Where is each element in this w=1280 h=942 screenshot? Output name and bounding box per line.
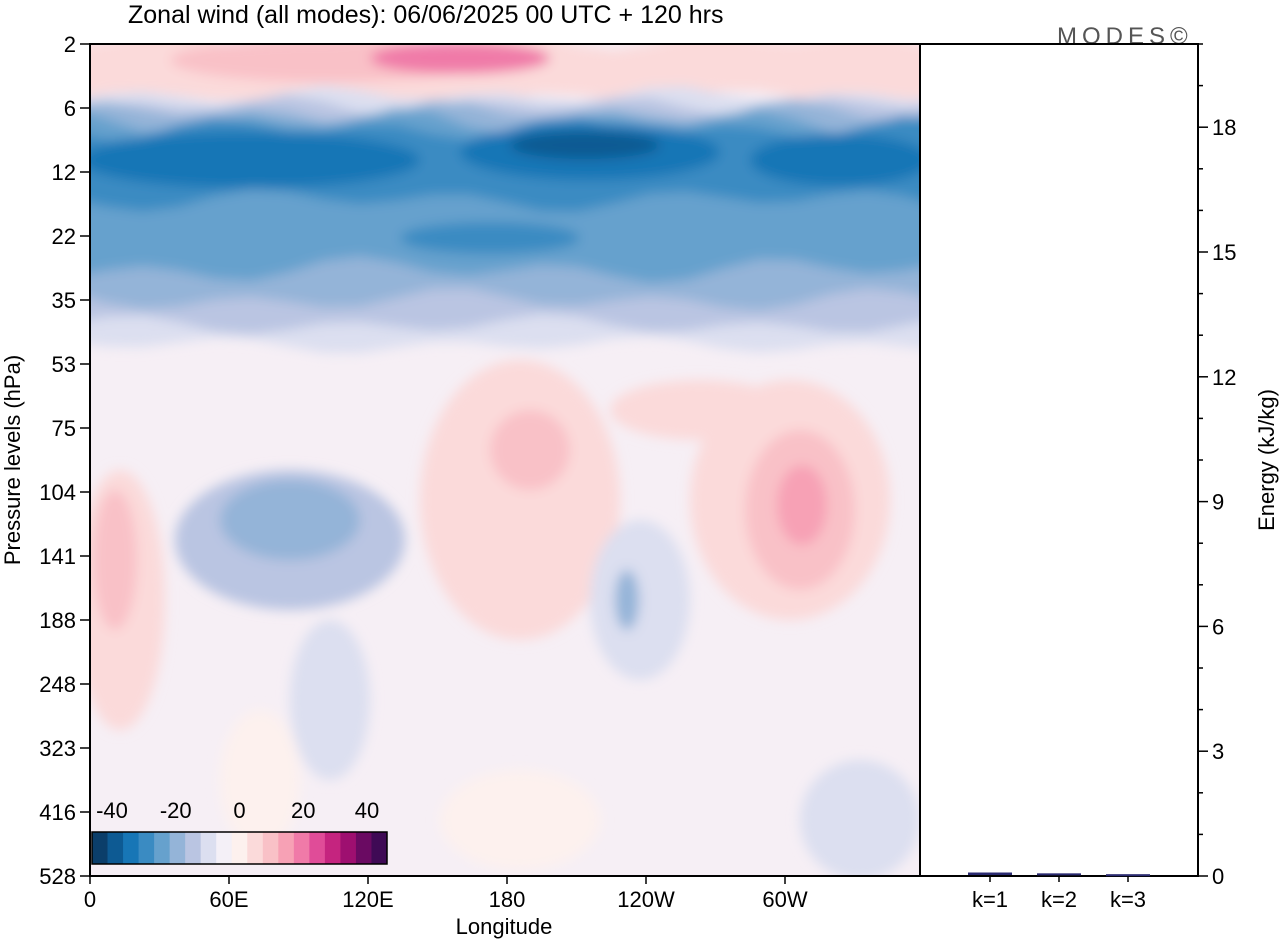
wind-blob [400, 222, 580, 254]
colorbar-swatch [92, 832, 109, 864]
energy-tick-label: 0 [1212, 864, 1224, 889]
x-tick-label: 120E [342, 887, 393, 912]
y-tick-label: 323 [39, 736, 76, 761]
colorbar-label: 20 [291, 798, 315, 823]
x-tick-label: 60W [762, 887, 807, 912]
y-tick-label: 2 [64, 32, 76, 57]
colorbar-swatch [169, 832, 186, 864]
energy-bar [968, 872, 1012, 875]
energy-category-label: k=2 [1041, 887, 1077, 912]
energy-axis-label: Energy (kJ/kg) [1254, 389, 1279, 531]
wind-blob [90, 132, 420, 188]
energy-bar [1037, 873, 1081, 876]
x-tick-label: 180 [489, 887, 526, 912]
y-tick-label: 188 [39, 608, 76, 633]
wind-blob [440, 770, 600, 870]
y-tick-label: 248 [39, 672, 76, 697]
colorbar-swatch [371, 832, 388, 864]
energy-tick-label: 6 [1212, 614, 1224, 639]
colorbar-label: 0 [233, 798, 245, 823]
colorbar-swatch [123, 832, 140, 864]
colorbar [91, 831, 388, 865]
colorbar-swatch [154, 832, 171, 864]
energy-tick-label: 9 [1212, 490, 1224, 515]
wind-blob [800, 760, 920, 876]
y-tick-label: 528 [39, 864, 76, 889]
colorbar-swatch [200, 832, 217, 864]
wind-blob [93, 490, 137, 630]
y-tick-label: 6 [64, 96, 76, 121]
energy-category-label: k=3 [1110, 887, 1146, 912]
x-tick-label: 120W [617, 887, 675, 912]
colorbar-label: -20 [160, 798, 192, 823]
y-tick-label: 416 [39, 800, 76, 825]
y-tick-label: 12 [52, 160, 76, 185]
wind-blob [490, 410, 570, 490]
zonal-wind-heatmap [90, 44, 920, 876]
y-tick-label: 141 [39, 544, 76, 569]
wind-blob [370, 44, 550, 74]
wind-blob [590, 520, 690, 680]
longitude-axis: 0 60E 120E 180 120W 60W [84, 876, 808, 912]
colorbar-swatch [138, 832, 155, 864]
energy-categories: k=1 k=2 k=3 [972, 876, 1146, 912]
wind-blob [510, 131, 660, 159]
wind-blob [420, 360, 620, 640]
colorbar-swatch [107, 832, 124, 864]
wind-blob [580, 46, 820, 74]
colorbar-swatch [340, 832, 357, 864]
wind-blob [290, 620, 370, 780]
colorbar-label: -40 [96, 798, 128, 823]
energy-tick-label: 12 [1212, 365, 1236, 390]
colorbar-swatch [247, 832, 264, 864]
wind-blob [750, 134, 920, 186]
colorbar-swatch [355, 832, 372, 864]
energy-tick-label: 3 [1212, 739, 1224, 764]
colorbar-swatch [216, 832, 233, 864]
colorbar-swatch [293, 832, 310, 864]
pressure-axis: 2 6 12 22 35 53 75 104 141 188 248 323 416 528 [39, 32, 90, 889]
x-tick-label: 0 [84, 887, 96, 912]
energy-bars [968, 872, 1150, 877]
energy-tick-label: 18 [1212, 115, 1236, 140]
wind-blob [777, 465, 827, 545]
colorbar-swatch [262, 832, 279, 864]
energy-category-label: k=1 [972, 887, 1008, 912]
colorbar-label: 40 [355, 798, 379, 823]
y-tick-label: 104 [39, 480, 76, 505]
wind-blob [615, 570, 639, 630]
colorbar-swatch [185, 832, 202, 864]
y-tick-label: 35 [52, 288, 76, 313]
energy-bar [1106, 874, 1150, 877]
wind-blob [220, 710, 300, 850]
energy-axis: 0 3 6 9 12 15 18 [1198, 43, 1236, 889]
chart-title: Zonal wind (all modes): 06/06/2025 00 UT… [128, 1, 723, 29]
y-axis-label: Pressure levels (hPa) [0, 355, 25, 565]
y-tick-label: 75 [52, 416, 76, 441]
wind-blob [610, 380, 790, 440]
colorbar-swatch [231, 832, 248, 864]
colorbar-swatch [278, 832, 295, 864]
colorbar-labels: -40 -20 0 20 40 [96, 798, 379, 823]
energy-tick-label: 15 [1212, 240, 1236, 265]
colorbar-swatch [309, 832, 326, 864]
x-axis-label: Longitude [456, 914, 553, 939]
x-tick-label: 60E [209, 887, 248, 912]
energy-panel-frame [919, 43, 1199, 877]
wind-blob [220, 480, 360, 560]
y-tick-label: 22 [52, 224, 76, 249]
colorbar-frame [91, 831, 388, 865]
y-tick-label: 53 [52, 352, 76, 377]
colorbar-swatch [324, 832, 341, 864]
